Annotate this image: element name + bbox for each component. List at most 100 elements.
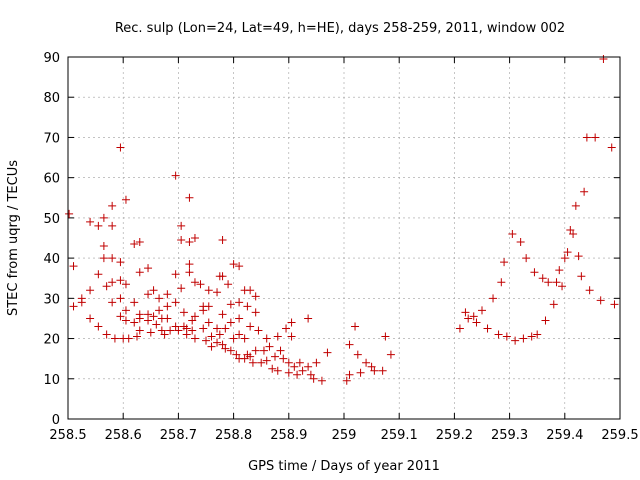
data-point [455, 324, 464, 333]
data-point [157, 326, 166, 335]
data-point [224, 280, 233, 289]
data-point [306, 370, 315, 379]
data-point [190, 234, 199, 242]
data-point [146, 328, 155, 337]
data-point [218, 272, 227, 281]
data-point [530, 268, 539, 277]
data-point [86, 217, 95, 226]
data-point [121, 280, 130, 289]
data-point [108, 221, 117, 230]
data-point [204, 286, 213, 295]
y-tick-label: 0 [52, 413, 60, 428]
data-point [472, 318, 481, 327]
data-point [309, 374, 318, 383]
data-point [497, 278, 506, 287]
data-point [533, 330, 542, 339]
data-point [221, 324, 230, 333]
data-point [580, 187, 589, 196]
y-tick-label: 40 [43, 252, 60, 267]
data-point [182, 330, 191, 339]
x-axis-label: GPS time / Days of year 2011 [248, 459, 440, 474]
data-point [527, 332, 536, 341]
data-point [121, 316, 130, 325]
x-tick-label: 258.8 [215, 428, 252, 443]
data-point [235, 330, 244, 339]
data-point [386, 350, 395, 359]
data-point [155, 294, 164, 303]
data-point [226, 318, 235, 327]
data-point [110, 334, 119, 343]
data-point [235, 262, 244, 271]
data-point [571, 201, 580, 210]
x-tick-label: 258.9 [270, 428, 307, 443]
data-point [284, 368, 293, 377]
data-point [121, 306, 130, 315]
data-point [284, 358, 293, 367]
data-point [541, 316, 550, 325]
data-point [511, 336, 520, 345]
data-point [213, 338, 222, 347]
data-point [163, 302, 172, 311]
data-point [77, 298, 86, 307]
data-point [166, 326, 175, 335]
data-point [199, 324, 208, 333]
x-tick-label: 258.5 [49, 428, 86, 443]
data-point [190, 334, 199, 343]
data-point [102, 330, 111, 339]
data-point [99, 213, 108, 222]
data-point [246, 352, 255, 361]
axis-ticks: 258.5 258.6 258.7 258.8 258.9 259 259.1 259.2 25… [43, 51, 638, 443]
data-point [282, 324, 291, 333]
data-point [218, 340, 227, 349]
data-point [116, 143, 125, 152]
data-point [273, 366, 282, 375]
data-point [356, 368, 365, 377]
data-point [273, 332, 282, 341]
data-point [160, 330, 169, 339]
data-point [596, 296, 605, 305]
data-point [560, 254, 569, 263]
data-point [353, 350, 362, 359]
data-point [94, 270, 103, 279]
data-point [342, 376, 351, 385]
data-point [185, 260, 194, 269]
data-point [152, 320, 161, 329]
data-point [607, 143, 616, 152]
data-point [94, 221, 103, 230]
data-point [215, 330, 224, 339]
data-point [500, 258, 509, 267]
x-tick-label: 259.3 [491, 428, 528, 443]
data-point [345, 370, 354, 379]
data-point [566, 225, 575, 234]
data-point [599, 55, 608, 64]
data-point [262, 356, 271, 365]
data-point [312, 358, 321, 367]
data-point [246, 322, 255, 331]
data-point [65, 209, 74, 218]
data-point [149, 312, 158, 321]
data-point [188, 326, 197, 335]
data-point [240, 354, 249, 363]
data-point [544, 278, 553, 287]
y-tick-label: 70 [43, 131, 60, 146]
data-point [130, 240, 139, 249]
data-point [502, 332, 511, 341]
data-point [204, 302, 213, 311]
data-point [287, 332, 296, 341]
data-point [177, 236, 186, 245]
data-point [489, 294, 498, 303]
data-point [378, 366, 387, 375]
data-point [69, 262, 78, 271]
x-tick-label: 259.4 [546, 428, 583, 443]
data-point [508, 229, 517, 238]
data-point [569, 229, 578, 238]
y-tick-label: 90 [43, 51, 60, 66]
data-point [221, 344, 230, 353]
data-point [574, 252, 583, 261]
data-point [259, 346, 268, 355]
y-tick-label: 50 [43, 212, 60, 227]
x-tick-label: 259.2 [436, 428, 473, 443]
data-point [257, 358, 266, 367]
data-point [218, 236, 227, 245]
data-point [549, 300, 558, 309]
